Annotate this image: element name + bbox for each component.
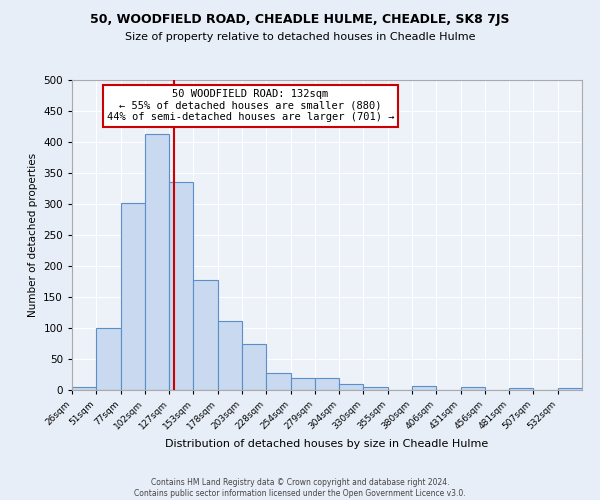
Bar [364, 387, 388, 390]
Bar [218, 320, 242, 390]
Bar [412, 386, 436, 390]
Bar [290, 378, 315, 390]
Bar [145, 134, 169, 390]
Bar [121, 203, 145, 390]
Text: Contains HM Land Registry data © Crown copyright and database right 2024.
Contai: Contains HM Land Registry data © Crown c… [134, 478, 466, 498]
Bar [193, 280, 218, 390]
Bar [558, 388, 582, 390]
Bar [339, 384, 364, 390]
Bar [461, 387, 485, 390]
Y-axis label: Number of detached properties: Number of detached properties [28, 153, 38, 317]
Bar [315, 378, 339, 390]
Text: Size of property relative to detached houses in Cheadle Hulme: Size of property relative to detached ho… [125, 32, 475, 42]
Bar [509, 388, 533, 390]
Text: 50, WOODFIELD ROAD, CHEADLE HULME, CHEADLE, SK8 7JS: 50, WOODFIELD ROAD, CHEADLE HULME, CHEAD… [90, 12, 510, 26]
Bar [169, 182, 193, 390]
Bar [96, 328, 121, 390]
X-axis label: Distribution of detached houses by size in Cheadle Hulme: Distribution of detached houses by size … [166, 440, 488, 450]
Text: 50 WOODFIELD ROAD: 132sqm
← 55% of detached houses are smaller (880)
44% of semi: 50 WOODFIELD ROAD: 132sqm ← 55% of detac… [107, 90, 394, 122]
Bar [72, 387, 96, 390]
Bar [242, 344, 266, 390]
Bar [266, 372, 290, 390]
